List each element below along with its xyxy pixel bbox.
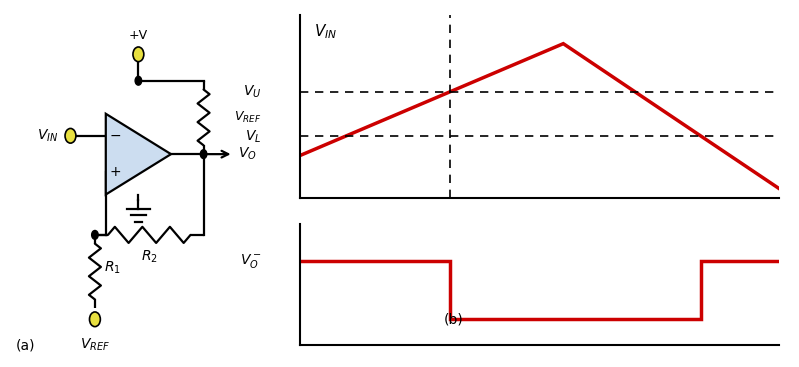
Text: −: − bbox=[109, 129, 121, 143]
Text: $V_{REF}$: $V_{REF}$ bbox=[234, 109, 261, 125]
Text: $V_O$: $V_O$ bbox=[237, 146, 256, 162]
Text: +V: +V bbox=[129, 29, 148, 42]
Text: $V_{IN}$: $V_{IN}$ bbox=[37, 128, 58, 144]
Text: +: + bbox=[109, 166, 121, 179]
Text: $V_L$: $V_L$ bbox=[245, 128, 261, 145]
Text: (a): (a) bbox=[16, 338, 36, 352]
Circle shape bbox=[133, 47, 144, 62]
Text: $V_{IN}$: $V_{IN}$ bbox=[314, 22, 337, 41]
Text: $R_2$: $R_2$ bbox=[141, 249, 157, 265]
Circle shape bbox=[135, 76, 141, 85]
Circle shape bbox=[65, 128, 76, 143]
Circle shape bbox=[92, 230, 98, 239]
Text: $R_1$: $R_1$ bbox=[105, 260, 121, 276]
Text: $V_U$: $V_U$ bbox=[243, 84, 261, 100]
Text: $V_{REF}$: $V_{REF}$ bbox=[80, 337, 110, 353]
Circle shape bbox=[89, 312, 101, 327]
Text: $V_O^-$: $V_O^-$ bbox=[240, 252, 261, 270]
Text: (b): (b) bbox=[443, 313, 463, 327]
Circle shape bbox=[201, 150, 207, 159]
Polygon shape bbox=[105, 114, 171, 195]
